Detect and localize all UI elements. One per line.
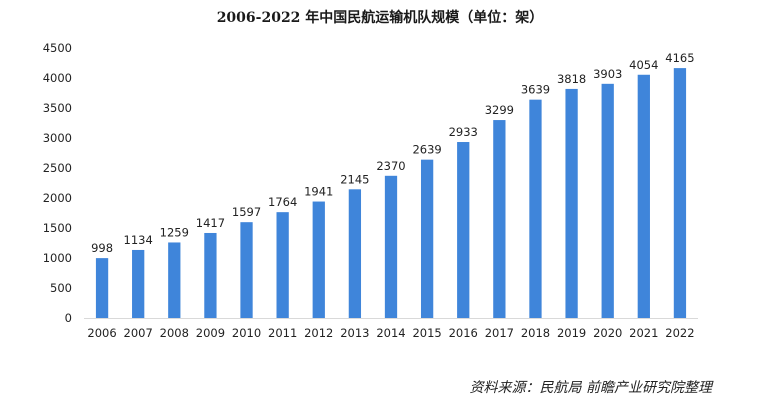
data-label-2006: 998 bbox=[91, 241, 113, 255]
x-tick-label: 2018 bbox=[521, 326, 550, 340]
y-tick-label: 1500 bbox=[43, 221, 72, 235]
data-label-2022: 4165 bbox=[665, 51, 694, 65]
bar-2020 bbox=[601, 83, 614, 318]
data-label-2015: 2639 bbox=[412, 143, 441, 157]
data-label-2018: 3639 bbox=[521, 83, 550, 97]
y-tick-label: 4000 bbox=[43, 71, 72, 85]
x-tick-label: 2020 bbox=[593, 326, 622, 340]
x-tick-label: 2006 bbox=[87, 326, 116, 340]
x-tick-label: 2016 bbox=[449, 326, 478, 340]
chart-title: 2006-2022 年中国民航运输机队规模（单位：架） bbox=[217, 9, 544, 26]
bar-2017 bbox=[493, 120, 506, 318]
x-tick-label: 2009 bbox=[196, 326, 225, 340]
data-label-2007: 1134 bbox=[124, 233, 153, 247]
y-tick-label: 1000 bbox=[43, 251, 72, 265]
x-tick-label: 2013 bbox=[340, 326, 369, 340]
source-note: 资料来源：民航局 前瞻产业研究院整理 bbox=[470, 380, 714, 396]
y-tick-label: 500 bbox=[50, 281, 72, 295]
bar-2018 bbox=[529, 99, 542, 318]
data-label-2016: 2933 bbox=[449, 125, 478, 139]
bar-2021 bbox=[637, 74, 650, 318]
data-label-2008: 1259 bbox=[160, 225, 189, 239]
bar-2008 bbox=[168, 242, 181, 318]
y-tick-label: 2500 bbox=[43, 161, 72, 175]
data-label-2020: 3903 bbox=[593, 67, 622, 81]
x-tick-label: 2010 bbox=[232, 326, 261, 340]
x-tick-label: 2022 bbox=[665, 326, 694, 340]
data-label-2013: 2145 bbox=[340, 172, 369, 186]
data-label-2014: 2370 bbox=[376, 159, 405, 173]
x-tick-label: 2019 bbox=[557, 326, 586, 340]
bar-2019 bbox=[565, 88, 578, 318]
bar-2009 bbox=[204, 232, 217, 318]
y-tick-label: 3000 bbox=[43, 131, 72, 145]
y-axis: 0 500 1000 1500 2000 2500 3000 3500 4000 4500 bbox=[43, 41, 72, 325]
bar-2010 bbox=[240, 222, 253, 318]
x-tick-label: 2017 bbox=[485, 326, 514, 340]
data-label-2019: 3818 bbox=[557, 72, 586, 86]
x-tick-label: 2021 bbox=[629, 326, 658, 340]
x-tick-label: 2014 bbox=[376, 326, 405, 340]
x-tick-label: 2011 bbox=[268, 326, 297, 340]
data-label-2021: 4054 bbox=[629, 58, 658, 72]
bar-2007 bbox=[132, 249, 145, 318]
x-tick-label: 2007 bbox=[124, 326, 153, 340]
y-tick-label: 0 bbox=[65, 311, 72, 325]
x-tick-label: 2012 bbox=[304, 326, 333, 340]
x-axis: 2006 2007 2008 2009 2010 2011 2012 2013 2014 2015… bbox=[84, 318, 698, 340]
x-tick-label: 2015 bbox=[412, 326, 441, 340]
data-labels: 998 1134 1259 1417 1597 1764 1941 2145 2370 2639 2… bbox=[91, 51, 694, 255]
y-tick-label: 2000 bbox=[43, 191, 72, 205]
bar-2012 bbox=[312, 201, 325, 318]
y-tick-label: 3500 bbox=[43, 101, 72, 115]
bar-2013 bbox=[348, 189, 362, 318]
bars bbox=[95, 68, 687, 318]
data-label-2017: 3299 bbox=[485, 103, 514, 117]
bar-2022 bbox=[673, 68, 687, 318]
y-tick-label: 4500 bbox=[43, 41, 72, 55]
data-label-2012: 1941 bbox=[304, 185, 333, 199]
data-label-2010: 1597 bbox=[232, 205, 261, 219]
bar-2014 bbox=[384, 175, 398, 318]
bar-2006 bbox=[95, 258, 109, 318]
data-label-2009: 1417 bbox=[196, 216, 225, 230]
data-label-2011: 1764 bbox=[268, 195, 297, 209]
bar-2015 bbox=[420, 159, 434, 318]
x-tick-label: 2008 bbox=[160, 326, 189, 340]
bar-2016 bbox=[457, 142, 470, 318]
bar-2011 bbox=[276, 212, 289, 318]
